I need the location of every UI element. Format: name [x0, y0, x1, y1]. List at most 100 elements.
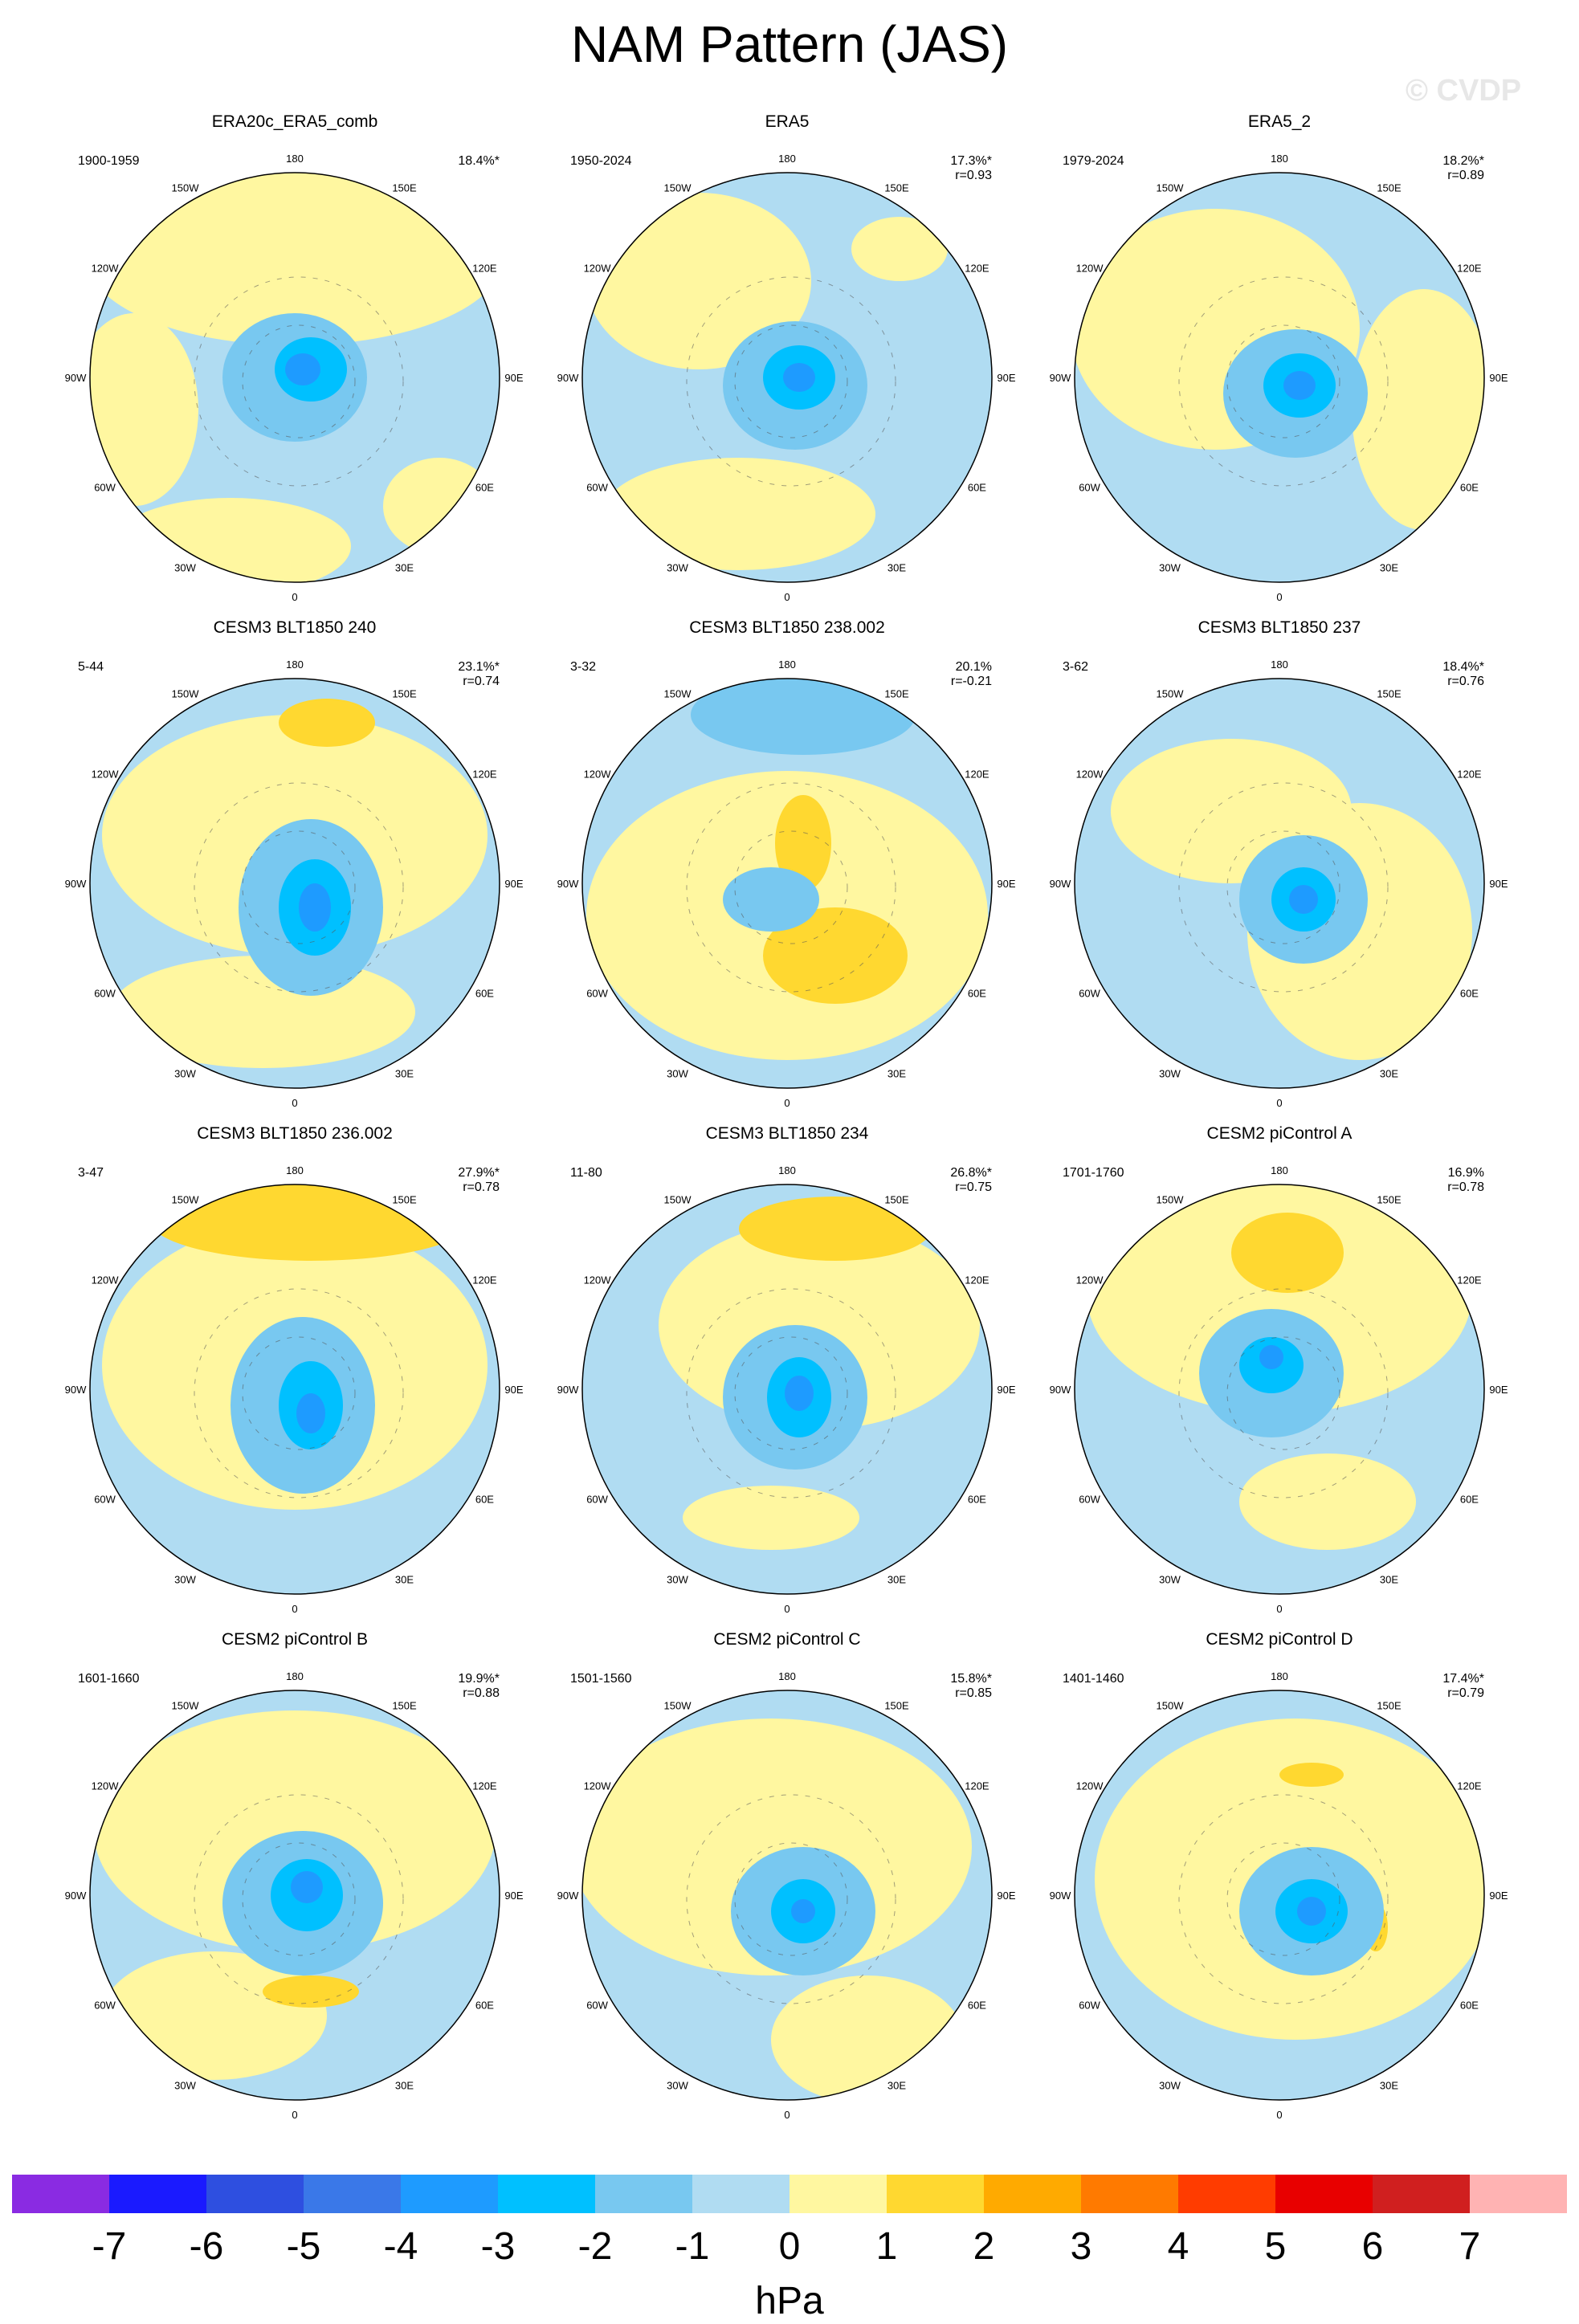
colorbar-units: hPa: [755, 2280, 824, 2322]
colorbar-swatch: [595, 2175, 692, 2213]
panel-correlation: r=0.79: [1447, 1686, 1484, 1700]
longitude-label: 30E: [395, 1067, 414, 1079]
longitude-label: 0: [1276, 1097, 1282, 1109]
longitude-label: 150E: [392, 182, 417, 194]
longitude-label: 120E: [965, 263, 989, 275]
colorbar-swatch: [984, 2175, 1081, 2213]
longitude-label: 60E: [1460, 482, 1479, 494]
longitude-label: 120W: [92, 1274, 120, 1286]
polar-map: 180 150E 120E 90E 60E 30E 0 30W 60W 90W 120W 150W: [1050, 658, 1508, 1109]
panel-years: 3-32: [570, 660, 597, 674]
longitude-label: 90E: [997, 1384, 1015, 1396]
colorbar-tick-label: -2: [577, 2225, 613, 2268]
longitude-label: 120E: [1457, 1274, 1482, 1286]
longitude-label: 150W: [172, 1700, 200, 1712]
longitude-label: 30E: [1380, 1067, 1398, 1079]
longitude-label: 0: [784, 2109, 790, 2121]
coastline: [1178, 782, 1389, 993]
contour-region: [94, 1710, 496, 1951]
longitude-label: 60W: [94, 2000, 116, 2012]
longitude-label: 90W: [65, 372, 87, 384]
longitude-label: 150W: [172, 182, 200, 194]
longitude-label: 120E: [472, 769, 497, 781]
map-border: [1074, 1184, 1485, 1595]
longitude-label: 150E: [884, 688, 909, 700]
coastline: [194, 276, 404, 487]
polar-map: 180 150E 120E 90E 60E 30E 0 30W 60W 90W 120W 150W: [1050, 1164, 1508, 1615]
map-panel: 180 150E 120E 90E 60E 30E 0 30W 60W 90W 120W 150W CE…: [46, 1630, 544, 2136]
longitude-label: 180: [286, 1164, 304, 1176]
longitude-label: 60W: [586, 1494, 608, 1506]
longitude-label: 150E: [392, 688, 417, 700]
longitude-label: 150W: [664, 1700, 692, 1712]
contour-region: [602, 458, 875, 570]
coastline: [686, 276, 896, 487]
longitude-label: 180: [778, 658, 796, 671]
map-border: [89, 172, 500, 583]
longitude-label: 150E: [884, 1194, 909, 1206]
panel-title: CESM3 BLT1850 240: [213, 618, 377, 637]
polar-map: 180 150E 120E 90E 60E 30E 0 30W 60W 90W 120W 150W: [1050, 153, 1508, 603]
longitude-label: 30E: [395, 2079, 414, 2091]
colorbar-tick-label: 3: [1070, 2225, 1092, 2268]
panel-years: 1979-2024: [1063, 154, 1124, 168]
longitude-label: 150W: [1157, 182, 1185, 194]
longitude-label: 120E: [965, 1780, 989, 1792]
panel-variance: 27.9%*: [458, 1166, 500, 1180]
longitude-label: 60E: [475, 482, 494, 494]
coastline: [734, 1336, 848, 1450]
longitude-label: 0: [784, 1097, 790, 1109]
map-border: [581, 1184, 993, 1595]
coastline: [242, 830, 356, 944]
contour-region: [723, 867, 819, 932]
colorbar-tick-label: 5: [1264, 2225, 1287, 2268]
longitude-label: 60W: [1079, 988, 1100, 1000]
longitude-label: 120W: [92, 1780, 120, 1792]
contour-region: [1352, 289, 1484, 530]
polar-map: 180 150E 120E 90E 60E 30E 0 30W 60W 90W 120W 150W: [1050, 1670, 1508, 2121]
longitude-label: 60E: [968, 988, 986, 1000]
longitude-label: 180: [778, 1670, 796, 1682]
longitude-label: 90W: [1050, 878, 1071, 890]
map-panel: 180 150E 120E 90E 60E 30E 0 30W 60W 90W 120W 150W CE…: [538, 1630, 1036, 2136]
longitude-label: 30W: [174, 561, 196, 573]
longitude-label: 60E: [475, 2000, 494, 2012]
colorbar-swatch: [1178, 2175, 1275, 2213]
panel-title: ERA5_2: [1247, 112, 1312, 131]
longitude-label: 60W: [94, 988, 116, 1000]
map-panel: 180 150E 120E 90E 60E 30E 0 30W 60W 90W 120W 150W CE…: [1030, 618, 1528, 1124]
map-border: [89, 1184, 500, 1595]
contour-region: [299, 883, 331, 932]
longitude-label: 120W: [584, 1274, 612, 1286]
longitude-label: 60E: [968, 1494, 986, 1506]
coastline: [1226, 830, 1340, 944]
panel-variance: 17.4%*: [1442, 1672, 1484, 1686]
longitude-label: 30W: [1159, 2079, 1181, 2091]
longitude-label: 150W: [664, 182, 692, 194]
colorbar-swatch: [1470, 2175, 1567, 2213]
longitude-label: 180: [778, 1164, 796, 1176]
polar-map: 180 150E 120E 90E 60E 30E 0 30W 60W 90W 120W 150W: [557, 153, 1016, 603]
panel-correlation: r=0.85: [955, 1686, 992, 1700]
panel-variance: 23.1%*: [458, 660, 500, 674]
polar-map: 180 150E 120E 90E 60E 30E 0 30W 60W 90W 120W 150W: [65, 153, 524, 603]
contour-region: [90, 313, 198, 506]
longitude-label: 30W: [174, 1573, 196, 1585]
longitude-label: 180: [1271, 1670, 1288, 1682]
longitude-label: 180: [286, 1670, 304, 1682]
contour-region: [1289, 885, 1318, 914]
longitude-label: 150W: [172, 688, 200, 700]
panel-correlation: r=0.75: [955, 1180, 992, 1194]
longitude-label: 60E: [475, 988, 494, 1000]
panel-variance: 18.4%*: [458, 154, 500, 168]
colorbar-tick-label: -3: [480, 2225, 516, 2268]
longitude-label: 0: [292, 1097, 297, 1109]
coastline: [242, 1336, 356, 1450]
colorbar-tick-label: -6: [189, 2225, 224, 2268]
longitude-label: 60W: [586, 2000, 608, 2012]
map-panel: 180 150E 120E 90E 60E 30E 0 30W 60W 90W 120W 150W CE…: [46, 618, 544, 1124]
colorbar-swatch: [887, 2175, 984, 2213]
longitude-label: 150W: [1157, 1194, 1185, 1206]
longitude-label: 150E: [1377, 688, 1402, 700]
colorbar-tick-label: 1: [875, 2225, 898, 2268]
